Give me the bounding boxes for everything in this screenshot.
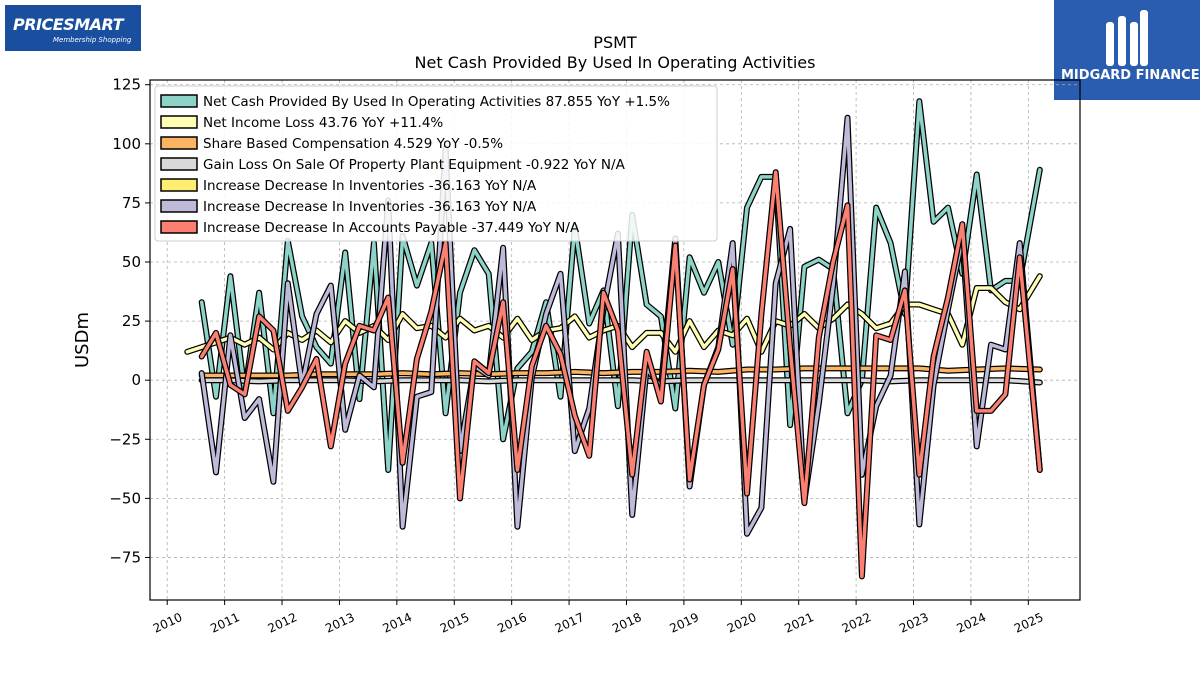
y-tick-label: 50: [122, 253, 141, 271]
x-tick-label: 2011: [208, 610, 242, 636]
legend-swatch: [160, 199, 198, 213]
series-stroke: [199, 99, 1042, 472]
chart-subtitle: Net Cash Provided By Used In Operating A…: [415, 53, 816, 72]
series-line-6: [198, 169, 1043, 580]
x-tick-label: 2015: [438, 610, 472, 636]
legend-entry: Increase Decrease In Accounts Payable -3…: [203, 220, 580, 236]
x-tick-label: 2020: [725, 610, 759, 636]
x-tick-label: 2014: [380, 610, 414, 636]
x-tick-label: 2010: [151, 610, 185, 636]
legend-entry: Net Cash Provided By Used In Operating A…: [203, 94, 670, 110]
x-tick-label: 2018: [610, 610, 644, 636]
plot-frame: [149, 79, 1081, 601]
legend-swatch: [160, 178, 198, 192]
legend-box: [154, 85, 718, 242]
legend-entry: Gain Loss On Sale Of Property Plant Equi…: [203, 157, 626, 173]
legend-swatch: [160, 94, 198, 108]
legend-entry: Net Income Loss 43.76 YoY +11.4%: [203, 115, 443, 131]
y-tick-label: −25: [109, 430, 141, 448]
series-stroke: [185, 274, 1042, 354]
y-tick-label: 0: [131, 371, 141, 389]
legend-entry: Share Based Compensation 4.529 YoY -0.5%: [203, 136, 503, 152]
legend-swatch: [160, 220, 198, 234]
legend: Net Cash Provided By Used In Operating A…: [154, 85, 718, 242]
legend-swatch: [160, 157, 198, 171]
y-tick-label: 25: [122, 312, 141, 330]
legend-entry: Increase Decrease In Inventories -36.163…: [203, 199, 537, 215]
x-tick-label: 2022: [840, 610, 874, 636]
series-line-0: [198, 98, 1043, 473]
x-tick-label: 2013: [323, 610, 357, 636]
x-tick-label: 2024: [955, 610, 989, 636]
legend-swatch: [160, 115, 198, 129]
y-tick-label: 125: [112, 76, 141, 94]
series-stroke: [199, 170, 1042, 579]
x-tick-label: 2019: [668, 610, 702, 636]
x-tick-label: 2012: [266, 610, 300, 636]
x-tick-label: 2017: [553, 610, 587, 636]
x-tick-label: 2016: [495, 610, 529, 636]
y-tick-label: 100: [112, 135, 141, 153]
legend-swatch: [160, 136, 198, 150]
y-axis-label: USDm: [72, 312, 93, 368]
pricesmart-logo-subtext: Membership Shopping: [53, 36, 132, 44]
y-tick-label: 75: [122, 194, 141, 212]
x-tick-label: 2021: [782, 610, 816, 636]
x-tick-label: 2023: [897, 610, 931, 636]
y-tick-label: −50: [109, 489, 141, 507]
midgard-logo-text: MIDGARD FINANCE: [1061, 68, 1200, 83]
midgard-finance-logo: MIDGARD FINANCE: [1054, 0, 1200, 100]
pricesmart-logo-text: PRICESMART: [13, 15, 124, 34]
pricesmart-logo: PRICESMART Membership Shopping: [5, 5, 141, 51]
series-line-1: [184, 273, 1043, 355]
x-tick-label: 2025: [1012, 610, 1046, 636]
legend-entry: Increase Decrease In Inventories -36.163…: [203, 178, 537, 194]
chart-title: PSMT: [593, 33, 637, 52]
midgard-logo-icon: [1106, 10, 1148, 66]
y-tick-label: −75: [109, 548, 141, 566]
